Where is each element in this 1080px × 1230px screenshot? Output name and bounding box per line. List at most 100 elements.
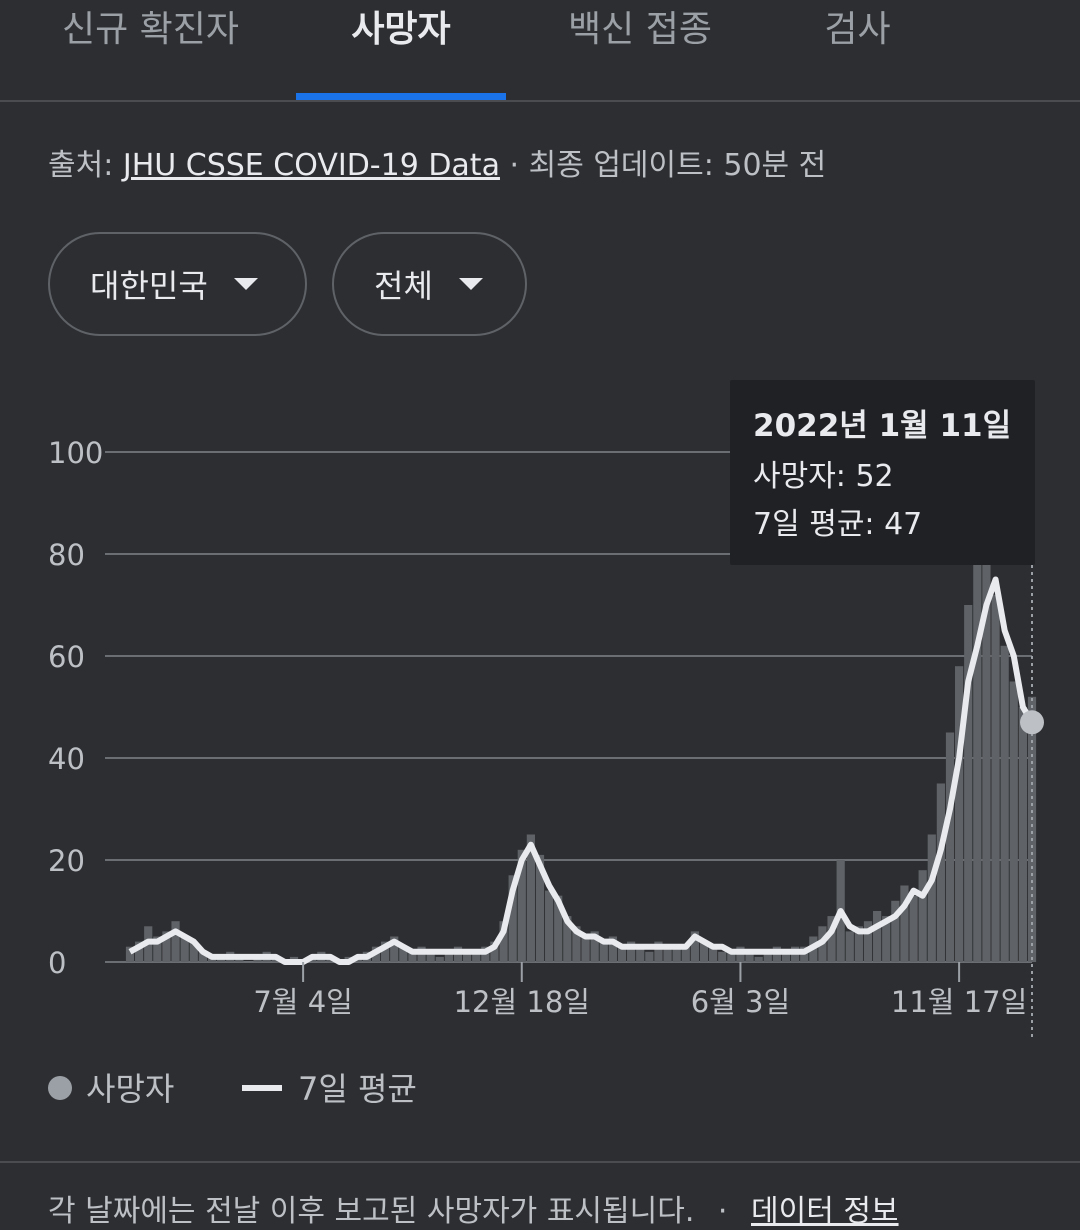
bar — [781, 951, 791, 962]
bar — [545, 890, 554, 962]
bar — [754, 956, 763, 962]
bar — [982, 528, 991, 962]
bar — [927, 834, 936, 962]
bar — [709, 946, 718, 962]
average-line — [128, 576, 1035, 965]
bar — [608, 936, 617, 962]
x-tick-label: 7월 4일 — [253, 985, 352, 1019]
footer: 각 날짜에는 전날 이후 보고된 사망자가 표시됩니다. · 데이터 정보 — [48, 1186, 899, 1230]
legend-marker — [242, 1085, 282, 1091]
bar — [426, 951, 435, 962]
bar — [198, 951, 207, 962]
bar — [918, 870, 927, 962]
hover-point — [1020, 710, 1044, 735]
footer-note: 각 날짜에는 전날 이후 보고된 사망자가 표시됩니다. — [48, 1194, 695, 1229]
range-dropdown[interactable]: 전체 — [332, 232, 527, 336]
legend-label: 사망자 — [86, 1070, 174, 1108]
bar — [508, 875, 517, 962]
bar — [672, 946, 681, 962]
tab[interactable]: 검사 — [824, 9, 891, 50]
bar — [526, 834, 535, 962]
bar — [444, 951, 453, 962]
legend-label: 7일 평균 — [298, 1070, 417, 1108]
bar — [964, 605, 973, 962]
chart: 0 20 40 60 80 100 7월 4일 12월 18일 6월 3일 11월 17일 2022… — [48, 380, 1044, 1108]
bar — [727, 951, 736, 962]
x-tick-label: 12월 18일 — [454, 985, 590, 1019]
country-dropdown[interactable]: 대한민국 — [48, 232, 307, 336]
bar — [499, 921, 508, 962]
bar — [882, 916, 891, 962]
bar — [936, 783, 945, 962]
y-tick-label: 20 — [48, 844, 85, 878]
bar — [408, 951, 417, 962]
bar — [690, 931, 699, 962]
bar — [718, 951, 727, 962]
y-tick-label: 60 — [48, 640, 85, 674]
bar — [572, 926, 581, 962]
bar — [171, 921, 180, 962]
bar — [991, 594, 1000, 962]
bar — [535, 854, 545, 962]
bar — [699, 941, 709, 962]
bar — [645, 951, 654, 962]
y-tick-label: 0 — [48, 946, 66, 980]
bar — [153, 936, 162, 962]
bar — [627, 941, 636, 962]
bar — [854, 926, 863, 962]
bar — [827, 916, 836, 962]
bar — [435, 956, 444, 962]
bar — [745, 951, 754, 962]
bar — [189, 941, 198, 962]
dropdown-label: 전체 — [374, 267, 433, 305]
bar — [399, 946, 408, 962]
bar — [590, 931, 599, 962]
bar — [863, 921, 873, 962]
bar — [490, 941, 499, 962]
bar — [390, 936, 399, 962]
y-tick-label: 40 — [48, 742, 85, 776]
x-tick-label: 6월 3일 — [691, 985, 790, 1019]
bar — [617, 946, 627, 962]
tab[interactable]: 백신 접종 — [568, 9, 712, 50]
bar — [563, 916, 572, 962]
tooltip-line: 7일 평균: 47 — [753, 507, 922, 542]
y-tick-label: 100 — [48, 436, 103, 470]
tab[interactable]: 신규 확진자 — [61, 9, 240, 50]
caret — [458, 278, 483, 290]
tooltip-box — [730, 380, 1035, 565]
bar — [162, 931, 171, 962]
bar — [554, 895, 563, 962]
bar — [125, 946, 135, 962]
separator: · — [717, 1194, 728, 1229]
bar — [180, 936, 189, 962]
bar — [381, 941, 390, 962]
tab-bar: 신규 확진자 사망자 백신 접종 검사 — [0, 0, 1080, 102]
bar — [636, 946, 645, 962]
bar — [1000, 645, 1009, 962]
bar — [663, 946, 672, 962]
bar — [873, 911, 882, 962]
tab-active[interactable]: 사망자 — [351, 9, 451, 50]
source-line: 출처: JHU CSSE COVID-19 Data · 최종 업데이트: 50… — [48, 140, 826, 184]
source-link[interactable]: JHU CSSE COVID-19 Data — [122, 148, 500, 183]
bar — [517, 849, 526, 962]
tooltip-line: 사망자: 52 — [753, 459, 894, 494]
legend-marker — [48, 1076, 72, 1100]
bar — [955, 666, 964, 962]
bar — [1018, 707, 1027, 962]
bar — [1009, 681, 1018, 962]
tooltip-title: 2022년 1월 11일 — [753, 408, 1011, 444]
bar — [945, 732, 955, 962]
bar — [581, 936, 590, 962]
bar — [891, 900, 900, 962]
bar — [845, 931, 854, 962]
data-info-link[interactable]: 데이터 정보 — [751, 1194, 899, 1229]
divider — [0, 1161, 1080, 1163]
bar — [973, 554, 982, 962]
update-time: · 최종 업데이트: 50분 전 — [509, 148, 827, 183]
tab-indicator — [296, 93, 506, 100]
y-tick-label: 80 — [48, 538, 85, 572]
bar — [900, 885, 909, 962]
